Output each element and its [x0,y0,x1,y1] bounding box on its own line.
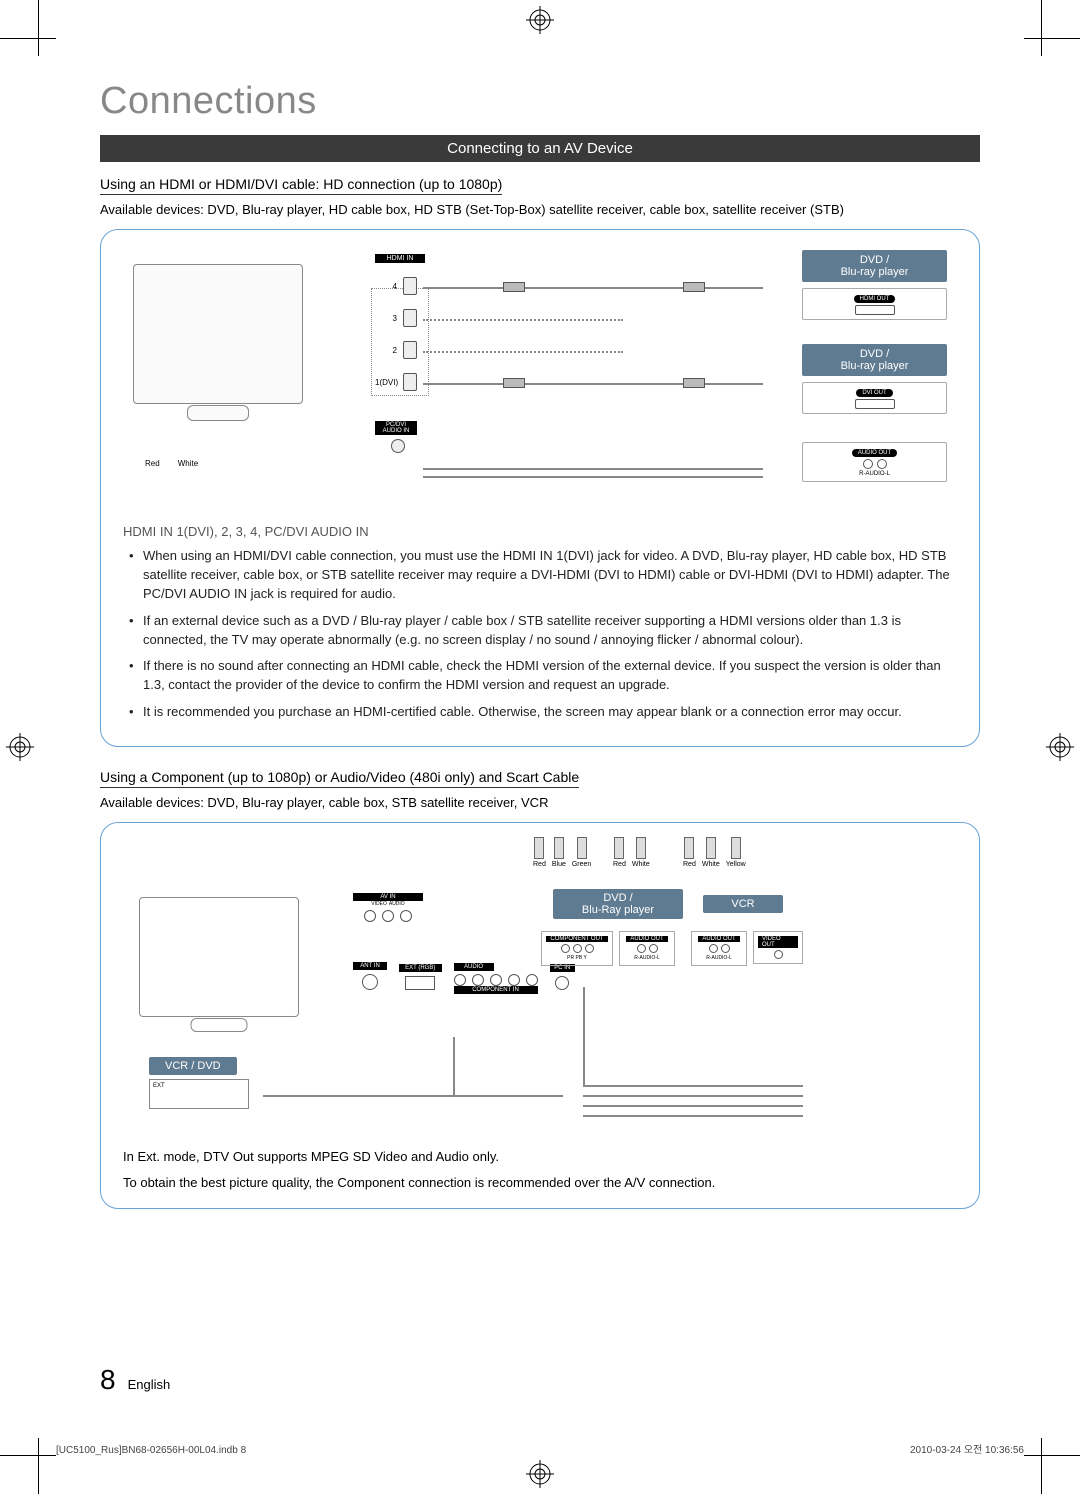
section-header: Connecting to an AV Device [100,135,980,162]
tv-icon-2 [139,897,299,1017]
device-bluray-2: DVD / Blu-ray player [802,344,947,376]
available-devices-2: Available devices: DVD, Blu-ray player, … [100,794,980,812]
registration-mark-right [1046,733,1074,761]
diagram-hdmi: RedWhite HDMI IN 4 3 2 1(DVI) PC/DVI AUD… [100,229,980,747]
registration-mark-left [6,733,34,761]
tv-icon [133,264,303,404]
registration-mark-bottom [526,1460,554,1488]
vcr-dvd-label: VCR / DVD [149,1057,237,1075]
footer-filename: [UC5100_Rus]BN68-02656H-00L04.indb 8 [56,1445,246,1456]
device-bluray-label: DVD / Blu-Ray player [553,889,683,919]
device-vcr-label: VCR [703,895,783,913]
note-ext-mode: In Ext. mode, DTV Out supports MPEG SD V… [123,1147,957,1167]
device-bluray-1: DVD / Blu-ray player [802,250,947,282]
footer-timestamp: 2010-03-24 오전 10:36:56 [910,1441,1024,1456]
available-devices-1: Available devices: DVD, Blu-ray player, … [100,201,980,219]
note-component: To obtain the best picture quality, the … [123,1173,957,1193]
diagram-component: Red Blue Green Red White Red White Yello… [100,822,980,1209]
page-title: Connections [100,80,980,123]
registration-mark-top [526,6,554,34]
vcr-dvd-box: EXT [149,1079,249,1109]
hdmi-in-label: HDMI IN 1(DVI), 2, 3, 4, PC/DVI AUDIO IN [123,524,957,539]
subheading-component: Using a Component (up to 1080p) or Audio… [100,769,579,788]
page-number: 8 English [100,1364,170,1396]
hdmi-notes: When using an HDMI/DVI cable connection,… [123,547,957,722]
rear-panel: AV IN VIDEOAUDIO ANT IN EXT (RGB) AUDIO … [353,893,583,1093]
subheading-hdmi: Using an HDMI or HDMI/DVI cable: HD conn… [100,176,502,195]
audio-plug-labels: RedWhite [145,459,198,468]
